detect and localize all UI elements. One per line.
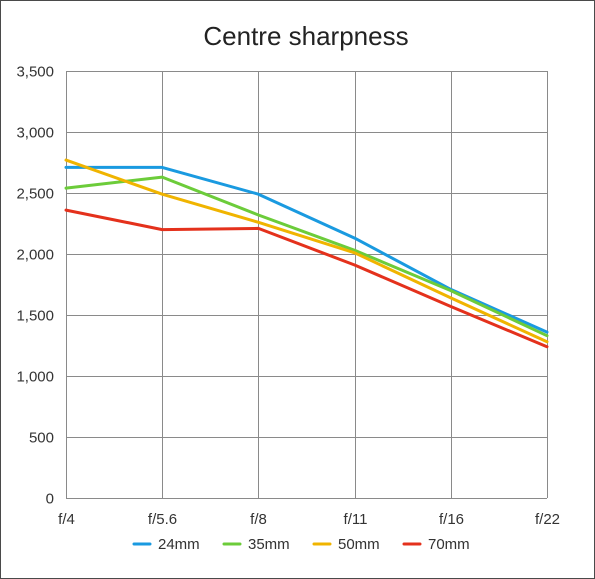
y-tick-label: 2,000 <box>16 247 54 264</box>
series-lines <box>64 158 549 349</box>
series-line-70mm <box>64 208 549 349</box>
series-line-35mm <box>64 175 549 338</box>
legend-label-24mm: 24mm <box>158 536 200 553</box>
x-tick-label: f/16 <box>439 511 464 528</box>
legend-label-70mm: 70mm <box>428 536 470 553</box>
legend-label-35mm: 35mm <box>248 536 290 553</box>
y-tick-label: 500 <box>29 430 54 447</box>
chart-title: Centre sharpness <box>203 21 408 51</box>
x-axis-ticks: f/4 f/5.6 f/8 f/11 f/16 f/22 <box>58 511 560 528</box>
x-tick-label: f/4 <box>58 511 75 528</box>
y-tick-label: 0 <box>46 491 54 508</box>
x-tick-label: f/5.6 <box>148 511 177 528</box>
y-axis-ticks: 0 500 1,000 1,500 2,000 2,500 3,000 3,500 <box>16 64 54 508</box>
legend-label-50mm: 50mm <box>338 536 380 553</box>
y-tick-label: 1,500 <box>16 308 54 325</box>
x-tick-label: f/11 <box>344 511 368 528</box>
legend: 24mm 35mm 50mm 70mm <box>132 536 470 553</box>
y-tick-label: 3,000 <box>16 125 54 142</box>
x-tick-label: f/22 <box>535 511 560 528</box>
series-line-50mm <box>64 158 549 344</box>
y-tick-label: 3,500 <box>16 64 54 81</box>
grid-lines <box>66 71 548 499</box>
y-tick-label: 2,500 <box>16 186 54 203</box>
y-tick-label: 1,000 <box>16 369 54 386</box>
x-tick-label: f/8 <box>250 511 267 528</box>
